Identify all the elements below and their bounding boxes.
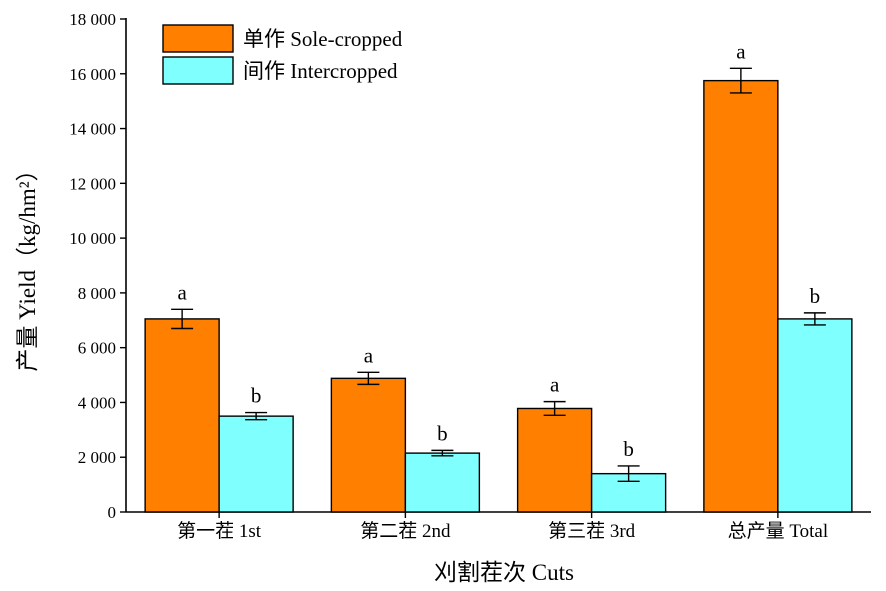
y-tick-label: 4 000 [78,393,116,412]
bar [516,407,593,513]
y-tick-label: 18 000 [69,10,116,29]
axes: 0 2 000 4 000 6 000 8 000 10 000 12 000 14 000 1… [69,10,871,542]
legend-swatch [162,56,234,85]
significance-label: a [364,343,374,367]
significance-label: a [177,280,187,304]
x-axis-title: 刈割茬次 Cuts [434,560,574,585]
bar [218,415,294,513]
y-tick-label: 14 000 [69,120,116,139]
significance-label: b [810,284,821,308]
x-tick-label: 总产量 Total [728,520,829,542]
bar [330,377,407,513]
y-tick-label: 16 000 [69,65,116,84]
bar [703,79,779,513]
bar [144,318,220,513]
bars: a b a b a b a b [144,39,853,513]
x-tick-label: 第三茬 3rd [548,520,636,542]
significance-label: a [736,39,746,63]
y-tick-label: 10 000 [69,229,116,248]
significance-label: a [550,373,560,397]
y-axis-title: 产量 Yield（kg/hm²） [15,158,40,371]
y-tick-label: 6 000 [78,339,116,358]
y-tick-label: 12 000 [69,174,116,193]
significance-label: b [251,384,262,408]
legend: 单作 Sole-cropped 间作 Intercropped [162,24,403,85]
y-tick-label: 8 000 [78,284,116,303]
bar [404,452,481,513]
x-tick-label: 第二茬 2nd [360,520,451,542]
legend-label: 间作 Intercropped [243,59,398,83]
x-tick-label: 第一茬 1st [177,520,262,542]
bar [777,318,853,513]
legend-swatch [162,24,234,53]
significance-label: b [437,421,448,445]
significance-label: b [623,437,634,461]
y-tick-label: 2 000 [78,448,116,467]
y-tick-label: 0 [108,503,117,522]
legend-label: 单作 Sole-cropped [243,27,403,51]
